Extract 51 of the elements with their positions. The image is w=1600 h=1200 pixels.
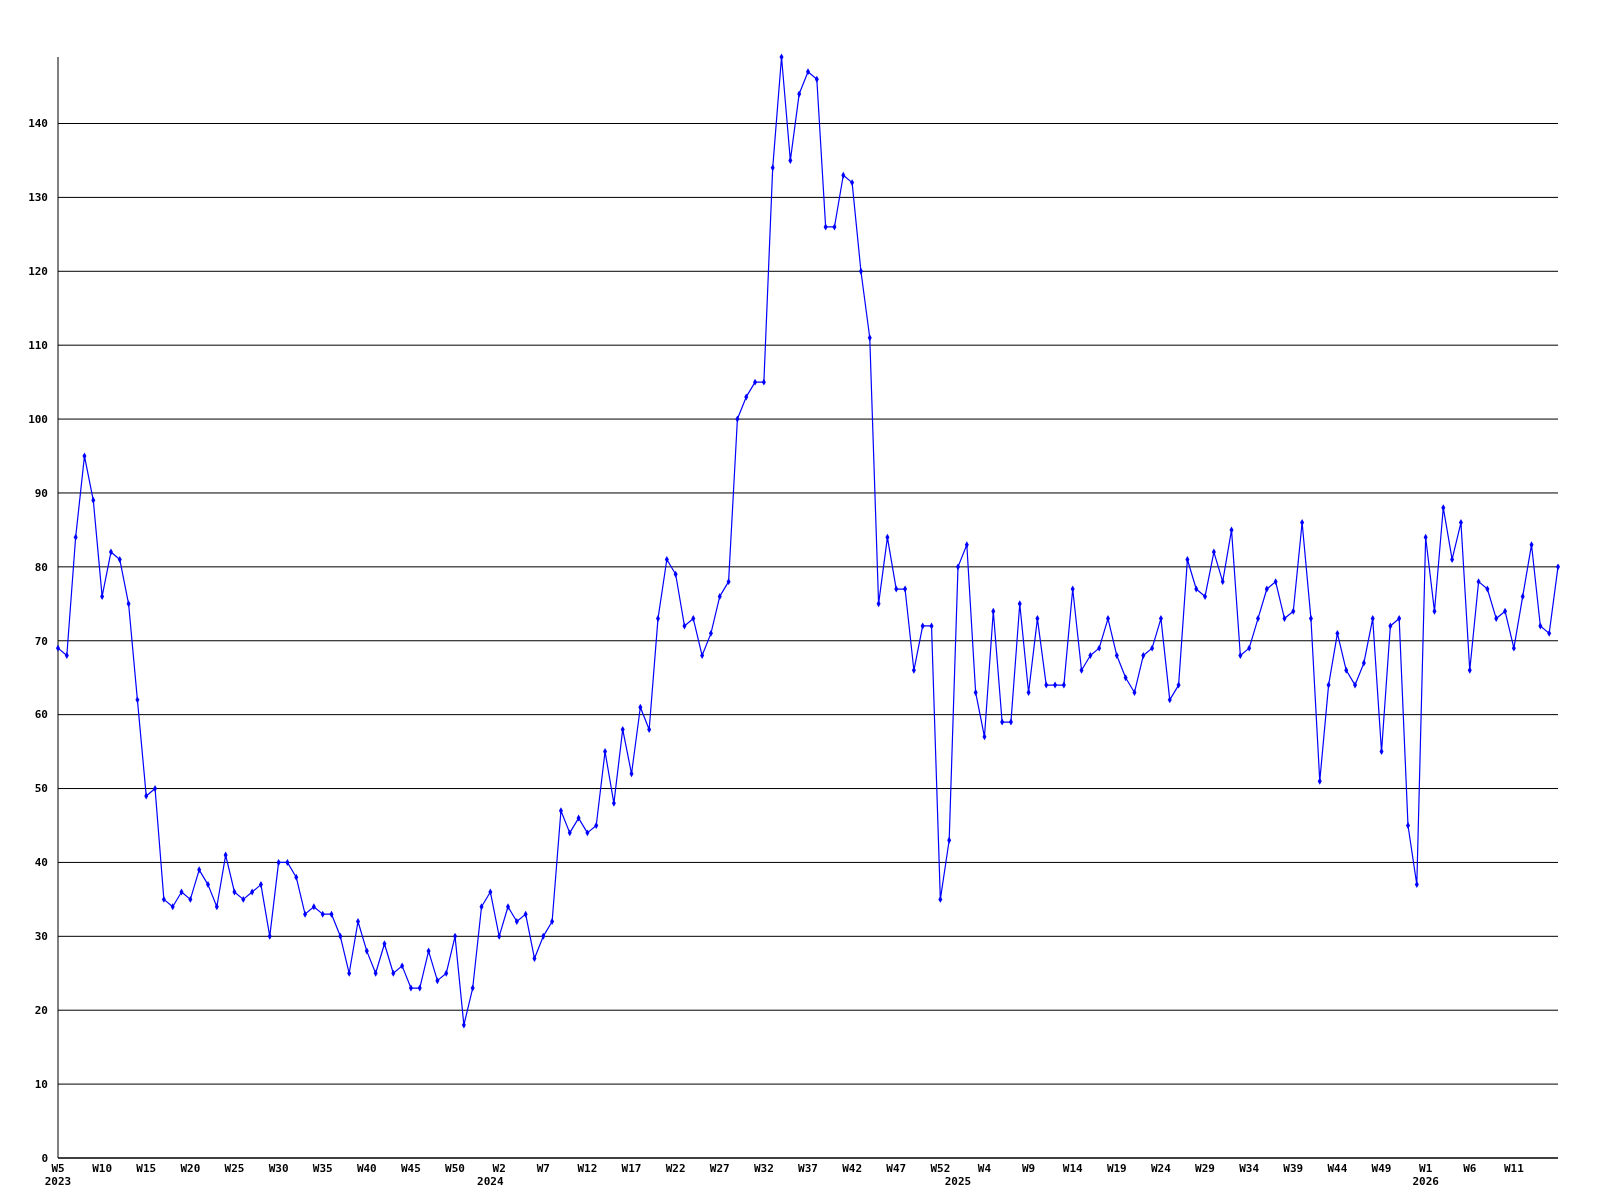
x-tick-label: W32	[753, 1162, 774, 1175]
x-tick-label: W29	[1195, 1162, 1215, 1175]
x-tick-label: W39	[1283, 1162, 1304, 1175]
y-tick-label: 80	[34, 560, 48, 574]
x-tick-label: W11	[1503, 1162, 1525, 1175]
x-tick-label: 2024	[477, 1175, 504, 1188]
y-tick-label: 110	[28, 339, 48, 353]
y-tick-label: 40	[34, 856, 48, 870]
y-tick-label: 60	[34, 708, 48, 722]
x-tick-label: W6	[1463, 1162, 1477, 1175]
x-tick-label: W35	[312, 1162, 333, 1175]
x-tick-label: W37	[798, 1162, 818, 1175]
x-tick-label: W2	[492, 1162, 506, 1175]
y-tick-label: 30	[34, 930, 48, 944]
x-tick-label: W45	[401, 1162, 421, 1175]
y-tick-label: 0	[41, 1151, 48, 1165]
x-tick-label: W34	[1239, 1162, 1260, 1175]
y-tick-label: 90	[34, 486, 48, 500]
x-tick-label: W7	[536, 1162, 550, 1175]
x-tick-label: W25	[224, 1162, 245, 1175]
x-tick-label: W4	[977, 1162, 992, 1175]
x-tick-label: W22	[665, 1162, 686, 1175]
x-tick-label: W14	[1062, 1162, 1084, 1175]
x-tick-label: W15	[136, 1162, 157, 1175]
x-tick-label: W1 2026	[1412, 1162, 1440, 1188]
x-tick-label: W40	[356, 1162, 377, 1175]
x-tick-label: W52	[930, 1162, 951, 1175]
y-tick-label: 100	[28, 412, 48, 426]
x-tick-label: W42	[842, 1162, 863, 1175]
x-tick-label: W44	[1327, 1162, 1348, 1175]
x-tick-label: W19	[1106, 1162, 1127, 1175]
x-tick-label: W5 2023	[44, 1162, 72, 1188]
y-tick-label: 50	[34, 782, 48, 796]
y-tick-label: 130	[28, 191, 48, 205]
x-tick-label: W9	[1021, 1162, 1036, 1175]
x-tick-label: W49	[1371, 1162, 1392, 1175]
x-tick-label: 2025	[944, 1175, 972, 1188]
x-tick-label: W47	[886, 1162, 907, 1175]
y-tick-label: 120	[28, 265, 48, 279]
x-tick-label: W20	[180, 1162, 201, 1175]
y-tick-label: 140	[28, 117, 48, 131]
x-tick-label: W24	[1151, 1162, 1172, 1175]
x-tick-label: W27	[709, 1162, 730, 1175]
x-tick-label: W12	[577, 1162, 598, 1175]
y-tick-label: 10	[34, 1077, 48, 1091]
y-tick-label: 70	[34, 634, 48, 648]
x-tick-label: W10	[92, 1162, 113, 1175]
x-tick-label: W17	[621, 1162, 642, 1175]
x-tick-label: W50	[445, 1162, 465, 1175]
x-tick-label: W30	[268, 1162, 289, 1175]
y-tick-label: 20	[34, 1004, 48, 1018]
